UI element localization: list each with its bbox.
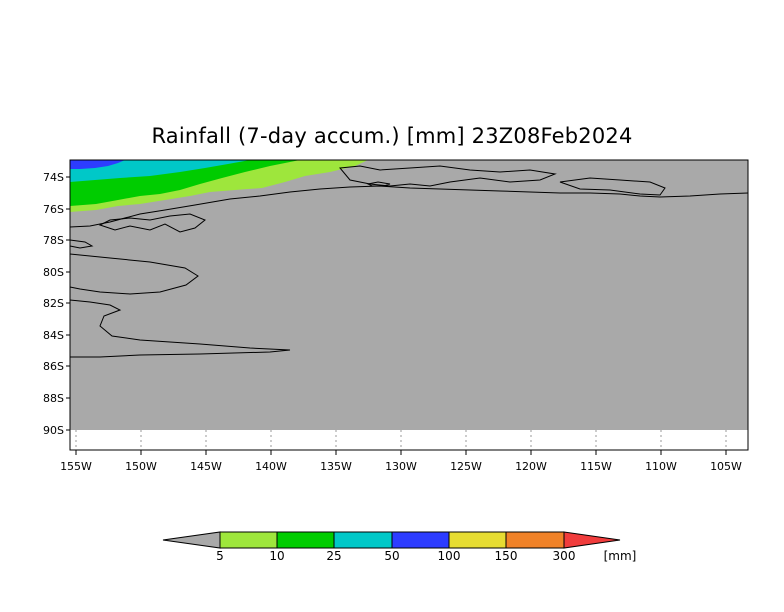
lat-label: 76S bbox=[43, 203, 64, 216]
lon-ticks bbox=[75, 450, 727, 455]
colorbar-bin bbox=[219, 531, 278, 549]
coastline-ice-shelf bbox=[69, 253, 199, 295]
colorbar-label: 25 bbox=[326, 549, 341, 563]
land-field bbox=[70, 160, 748, 430]
lat-label: 90S bbox=[43, 424, 64, 437]
lon-label: 115W bbox=[580, 460, 612, 473]
lon-label: 140W bbox=[255, 460, 287, 473]
lon-label: 135W bbox=[320, 460, 352, 473]
rain-blue bbox=[70, 160, 125, 169]
map-border bbox=[69, 159, 749, 451]
coastline-north-shelf bbox=[339, 165, 557, 187]
colorbar bbox=[162, 531, 621, 549]
colorbar-bin bbox=[391, 531, 450, 549]
colorbar-label: 10 bbox=[269, 549, 284, 563]
lon-label: 125W bbox=[450, 460, 482, 473]
lon-label: 120W bbox=[515, 460, 547, 473]
lon-label: 105W bbox=[710, 460, 742, 473]
colorbar-bin bbox=[448, 531, 507, 549]
lon-labels: 155W 150W 145W 140W 135W 130W 125W 120W … bbox=[60, 460, 742, 473]
lon-label: 130W bbox=[385, 460, 417, 473]
coastline-main bbox=[69, 185, 749, 228]
colorbar-bin bbox=[276, 531, 335, 549]
colorbar-label: 5 bbox=[216, 549, 224, 563]
coastline-islands bbox=[98, 213, 206, 233]
colorbar-unit: [mm] bbox=[604, 549, 637, 563]
colorbar-label: 50 bbox=[384, 549, 399, 563]
lat-label: 86S bbox=[43, 360, 64, 373]
lat-label: 88S bbox=[43, 392, 64, 405]
lon-label: 155W bbox=[60, 460, 92, 473]
lon-label: 145W bbox=[190, 460, 222, 473]
colorbar-label: 100 bbox=[438, 549, 461, 563]
coastline-east-shelf bbox=[559, 177, 666, 196]
lat-label: 78S bbox=[43, 234, 64, 247]
coastline-peninsula-a bbox=[69, 239, 94, 249]
map-title: Rainfall (7-day accum.) [mm] 23Z08Feb202… bbox=[151, 124, 633, 148]
lon-label: 150W bbox=[125, 460, 157, 473]
lat-label: 80S bbox=[43, 266, 64, 279]
lat-label: 84S bbox=[43, 329, 64, 342]
lon-grid bbox=[75, 430, 727, 450]
rain-cyan bbox=[70, 160, 250, 182]
colorbar-under-arrow bbox=[162, 531, 221, 549]
colorbar-label: 150 bbox=[495, 549, 518, 563]
rainfall-shading bbox=[70, 160, 368, 212]
colorbar-over-arrow bbox=[563, 531, 621, 549]
lat-label: 74S bbox=[43, 171, 64, 184]
lon-label: 110W bbox=[645, 460, 677, 473]
coastline-islet bbox=[366, 181, 391, 187]
lat-label: 82S bbox=[43, 297, 64, 310]
lat-labels: 74S 76S 78S 80S 82S 84S 86S 88S 90S bbox=[43, 171, 64, 437]
colorbar-label: 300 bbox=[553, 549, 576, 563]
colorbar-bin bbox=[505, 531, 565, 549]
colorbar-labels: 5 10 25 50 100 150 300 [mm] bbox=[216, 549, 636, 563]
coastline-inlet bbox=[69, 299, 291, 358]
lat-ticks bbox=[66, 176, 70, 431]
colorbar-bin bbox=[333, 531, 393, 549]
